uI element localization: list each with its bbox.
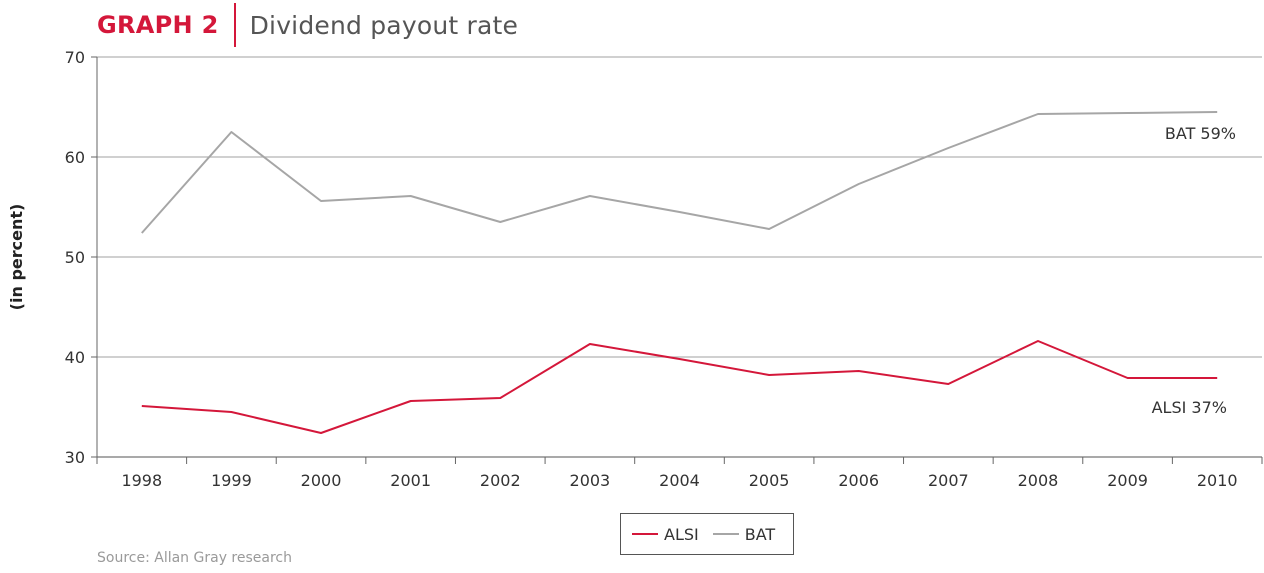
header-divider [233, 3, 236, 47]
source-note: Source: Allan Gray research [97, 550, 292, 566]
data-series [141, 111, 1218, 434]
x-tick-label-2005: 2005 [749, 471, 790, 490]
legend-label-alsi: ALSI [664, 524, 699, 544]
x-tick-label-1998: 1998 [121, 471, 162, 490]
series-line-alsi [141, 340, 1218, 434]
chart-header: GRAPH 2 Dividend payout rate [97, 2, 518, 48]
y-tick-label-70: 70 [65, 48, 85, 67]
legend-item-bat: BAT [712, 524, 776, 544]
x-tick-label-2001: 2001 [390, 471, 431, 490]
axes [91, 56, 1263, 464]
x-tick-label-2007: 2007 [928, 471, 969, 490]
y-tick-label-50: 50 [65, 248, 85, 267]
end-label-alsi: ALSI 37% [1152, 398, 1227, 417]
chart-title: Dividend payout rate [249, 10, 519, 40]
x-tick-label-2003: 2003 [570, 471, 611, 490]
chart-legend: ALSI BAT [620, 513, 794, 555]
y-axis-label: (in percent) [7, 204, 26, 311]
legend-item-alsi: ALSI [632, 525, 699, 544]
end-label-bat: BAT 59% [1165, 124, 1236, 143]
y-tick-label-60: 60 [65, 148, 85, 167]
x-tick-label-2000: 2000 [301, 471, 342, 490]
x-tick-label-2008: 2008 [1018, 471, 1059, 490]
legend-label-bat: BAT [744, 524, 776, 544]
y-tick-labels: 30 40 50 60 70 [65, 48, 85, 467]
series-line-bat [141, 111, 1218, 234]
y-tick-label-30: 30 [65, 448, 85, 467]
series-end-labels: ALSI 37% BAT 59% [1152, 124, 1236, 417]
x-tick-label-2006: 2006 [838, 471, 879, 490]
x-tick-label-2009: 2009 [1107, 471, 1148, 490]
x-tick-label-2004: 2004 [659, 471, 700, 490]
y-tick-label-40: 40 [65, 348, 85, 367]
legend-swatch-alsi [632, 533, 658, 535]
x-tick-label-2002: 2002 [480, 471, 521, 490]
grid-lines [97, 56, 1262, 458]
x-tick-label-1999: 1999 [211, 471, 252, 490]
x-tick-label-2010: 2010 [1197, 471, 1238, 490]
legend-swatch-bat [712, 533, 739, 535]
graph-number-label: GRAPH 2 [97, 11, 219, 39]
x-tick-labels: 1998 1999 2000 2001 2002 2003 2004 2005 2006 2007… [121, 471, 1237, 490]
